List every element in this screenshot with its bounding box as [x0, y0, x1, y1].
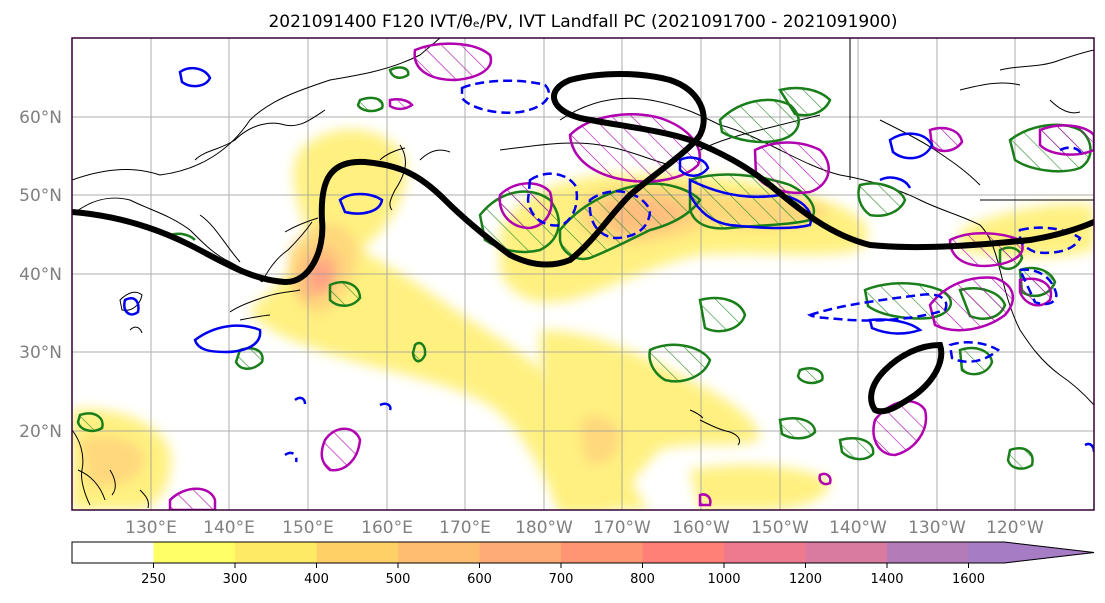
colorbar-segment — [153, 542, 236, 563]
lat-label-40: 40°N — [19, 265, 62, 285]
colorbar-tick-label: 1600 — [952, 572, 985, 587]
lon-label-140e: 140°E — [203, 518, 255, 538]
colorbar-tick-label: 1000 — [707, 572, 740, 587]
lon-label-170w: 170°W — [593, 518, 651, 538]
figure-title: 2021091400 F120 IVT/θₑ/PV, IVT Landfall … — [268, 12, 897, 32]
lon-label-140w: 140°W — [829, 518, 887, 538]
colorbar-segment — [805, 542, 888, 563]
colorbar-tick-label: 1200 — [789, 572, 822, 587]
map-area — [72, 38, 1094, 510]
colorbar-tick-label: 500 — [386, 572, 411, 587]
colorbar-segment — [72, 542, 154, 563]
lon-label-130w: 130°W — [908, 518, 966, 538]
pv-negative-contours — [123, 66, 1094, 463]
lon-label-180w: 180°W — [515, 518, 573, 538]
colorbar-tick-label: 1400 — [870, 572, 903, 587]
theta-e-contours — [76, 66, 1092, 470]
lon-label-130e: 130°E — [125, 518, 177, 538]
lon-label-160w: 160°W — [672, 518, 730, 538]
landfall-pc-contour — [72, 71, 1094, 415]
lon-label-160e: 160°E — [361, 518, 413, 538]
colorbar-tick-label: 250 — [141, 572, 166, 587]
colorbar-segment — [642, 542, 725, 563]
colorbar-segment — [398, 542, 480, 563]
lat-label-50: 50°N — [19, 186, 62, 206]
lon-label-150e: 150°E — [282, 518, 334, 538]
lon-label-120w: 120°W — [986, 518, 1044, 538]
colorbar-segment — [316, 542, 399, 563]
lon-labels: 130°E 140°E 150°E 160°E 170°E 180°W 170°… — [125, 518, 1044, 538]
colorbar-outline — [71, 541, 1095, 564]
lon-label-150w: 150°W — [751, 518, 809, 538]
colorbar-tick-label: 800 — [630, 572, 655, 587]
ivt-colorbar: 250 300 400 500 600 700 800 1000 1200 1400 1600 — [71, 541, 1095, 587]
colorbar-segment — [724, 542, 806, 563]
colorbar-tick-label: 400 — [304, 572, 329, 587]
colorbar-tick-label: 700 — [549, 572, 574, 587]
map-frame — [71, 37, 1095, 511]
lat-label-30: 30°N — [19, 343, 62, 363]
lat-label-60: 60°N — [19, 108, 62, 128]
colorbar-segment — [235, 542, 317, 563]
lat-label-20: 20°N — [19, 422, 62, 442]
lon-label-170e: 170°E — [439, 518, 491, 538]
colorbar-tick-label: 600 — [467, 572, 492, 587]
colorbar-segment — [887, 542, 969, 563]
lat-labels: 20°N 30°N 40°N 50°N 60°N — [19, 108, 62, 442]
colorbar-segment — [479, 542, 562, 563]
colorbar-segment — [561, 542, 643, 563]
colorbar-tick-label: 300 — [223, 572, 248, 587]
